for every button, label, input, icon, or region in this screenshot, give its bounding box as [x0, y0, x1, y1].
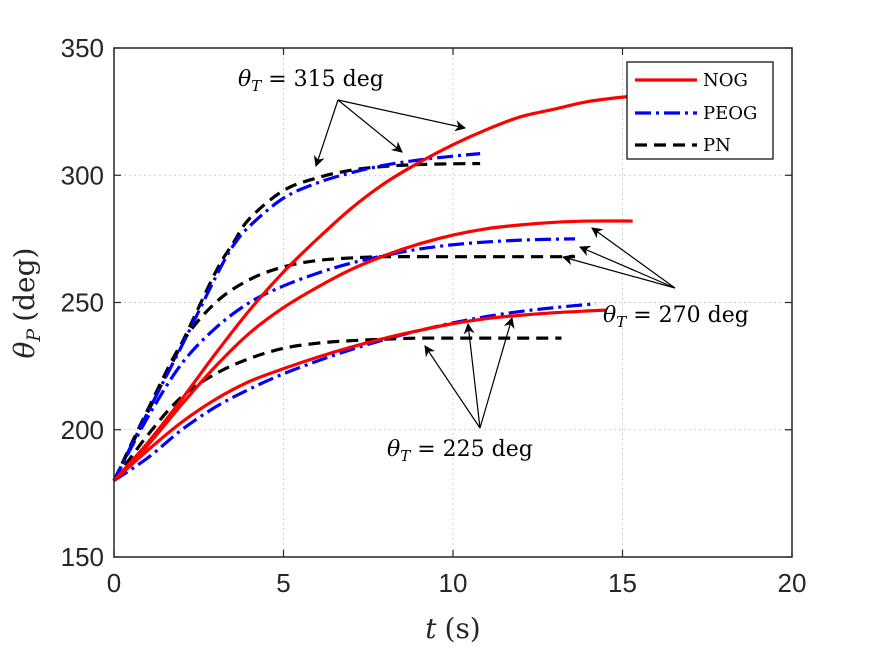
y-tick-label: 150	[61, 542, 104, 572]
series-peog-225	[113, 302, 596, 482]
x-tick-label: 5	[276, 568, 290, 598]
arrow-315-pn	[313, 99, 339, 168]
arrow-270-peog	[578, 245, 676, 289]
series-nog-315	[112, 94, 630, 482]
y-axis-label: θP(deg)	[8, 248, 45, 359]
legend-label-nog: NOG	[703, 70, 748, 91]
annotation-225: θT = 225 deg	[387, 437, 533, 465]
arrow-270-pn	[561, 254, 676, 289]
y-tick-label: 350	[61, 33, 104, 63]
series-peog-270	[112, 237, 576, 482]
arrow-315-peog	[337, 99, 403, 153]
x-tick-label: 20	[778, 568, 807, 598]
axis-ticks: 0 5 10 15 20 150 200 250 300 350	[61, 33, 807, 598]
x-tick-label: 10	[439, 568, 468, 598]
gridlines	[114, 48, 792, 557]
annotation-270: θT = 270 deg	[603, 303, 749, 331]
arrow-225-nog	[463, 322, 481, 429]
x-tick-label: 0	[107, 568, 121, 598]
series-pn-270	[112, 254, 576, 482]
legend-label-peog: PEOG	[703, 103, 757, 124]
y-tick-label: 200	[61, 415, 104, 445]
arrow-315-nog	[337, 99, 467, 132]
arrow-225-pn	[424, 345, 481, 429]
series-nog-225	[112, 308, 606, 482]
y-tick-label: 300	[61, 160, 104, 190]
legend-label-pn: PN	[703, 135, 731, 156]
series-lines	[112, 94, 633, 482]
x-axis-label: t (s)	[425, 612, 480, 645]
x-tick-label: 15	[608, 568, 637, 598]
annotations: θT = 315 deg θT = 270 deg θT = 225 deg	[238, 67, 749, 465]
arrow-270-nog	[591, 227, 676, 289]
series-pn-315	[112, 161, 481, 482]
legend: NOG PEOG PN	[626, 61, 774, 160]
series-pn-225	[112, 336, 562, 482]
y-tick-label: 250	[61, 288, 104, 318]
annotation-315: θT = 315 deg	[238, 67, 384, 95]
series-peog-315	[112, 152, 481, 482]
arrow-225-peog	[479, 316, 515, 429]
legend-box	[626, 61, 774, 160]
series-nog-270	[112, 219, 633, 482]
